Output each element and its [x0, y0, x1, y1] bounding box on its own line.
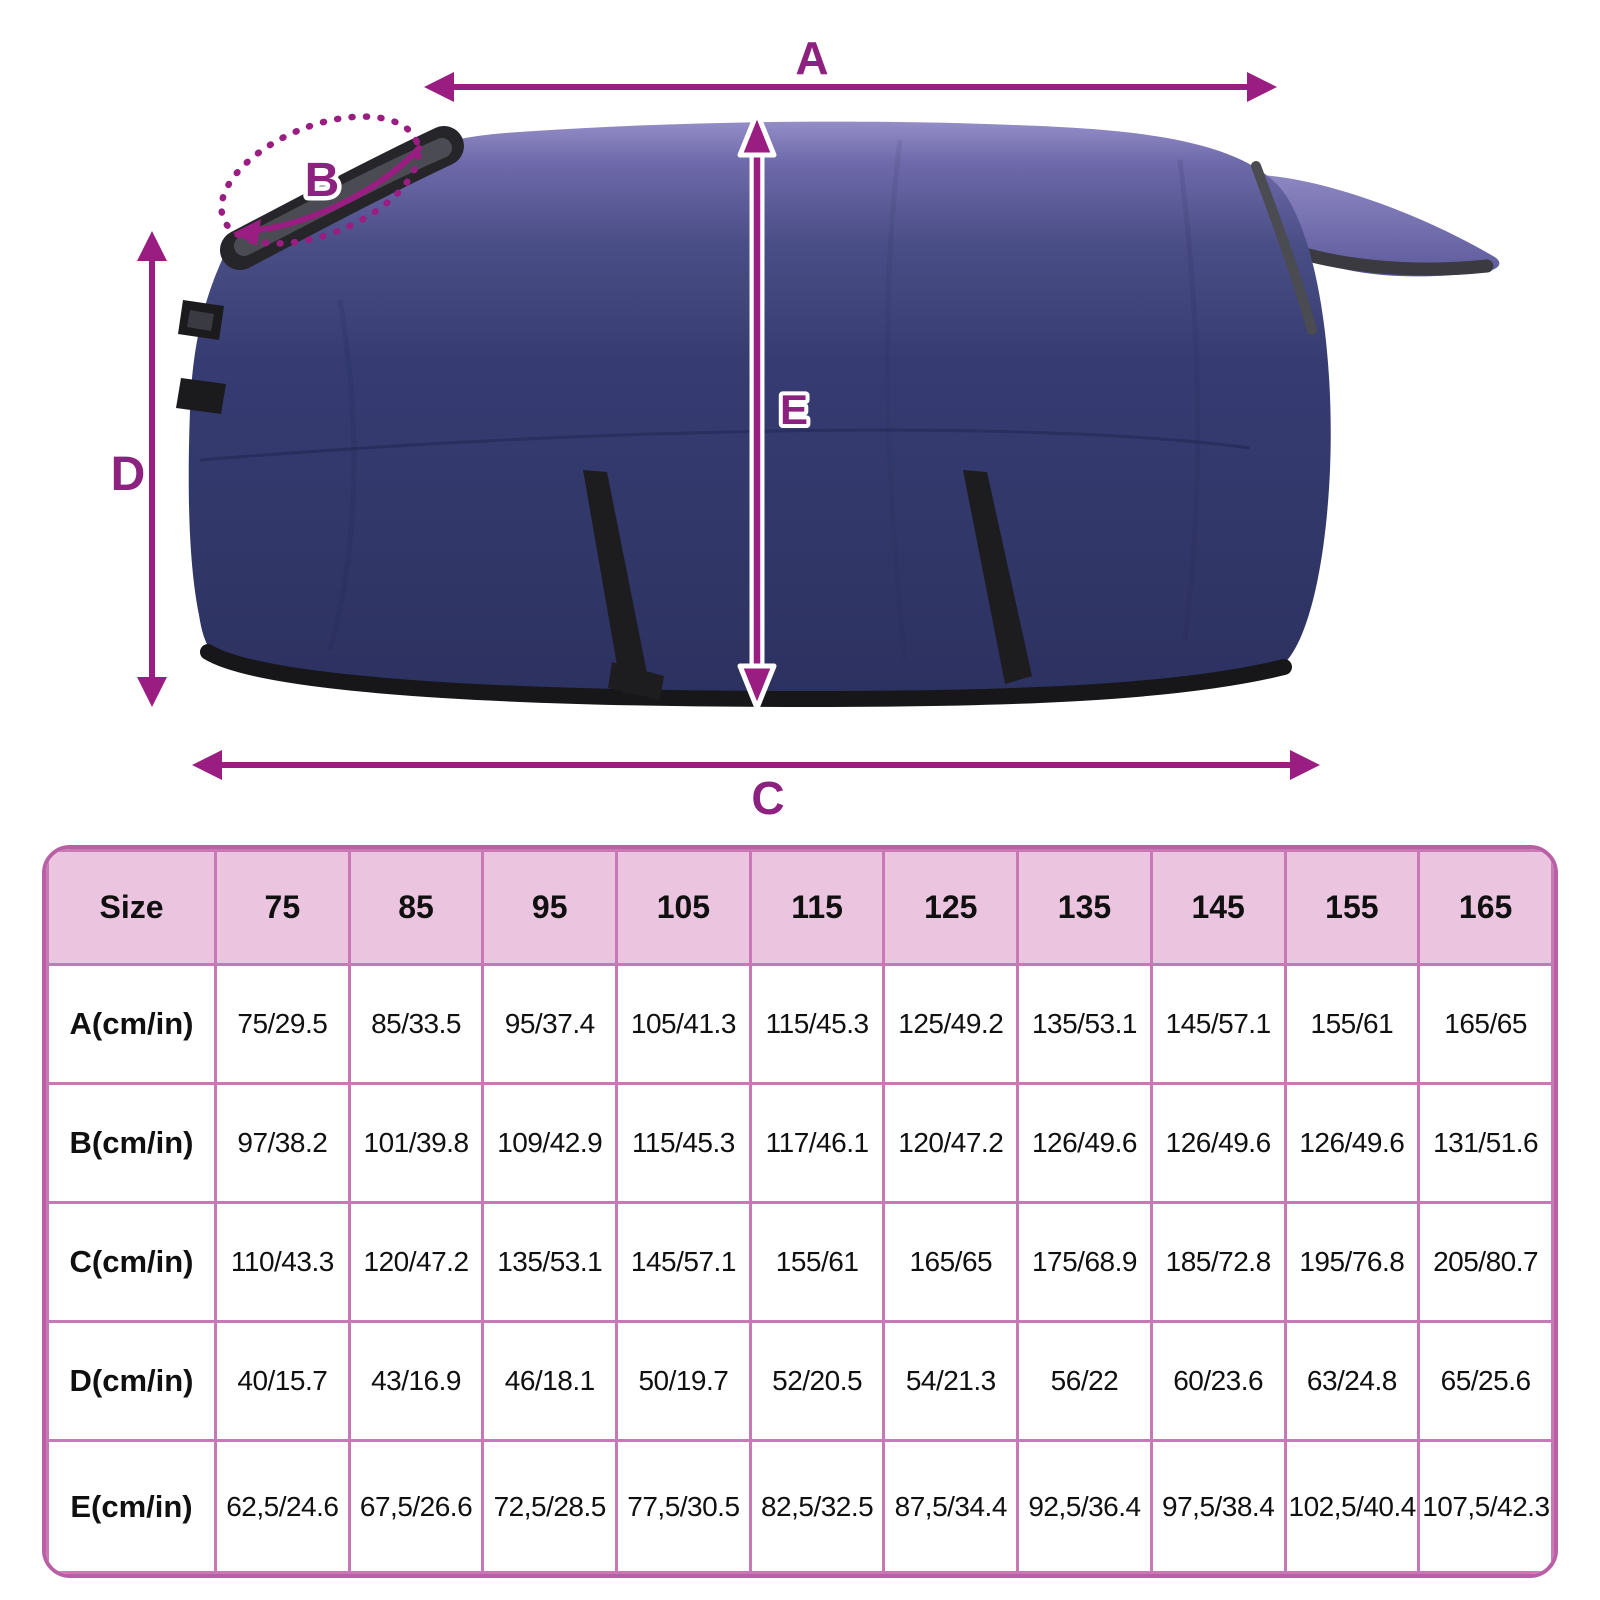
size-col-header: 95	[481, 849, 619, 966]
table-row-d: D(cm/in) 40/15.7 43/16.9 46/18.1 50/19.7…	[46, 1320, 1554, 1442]
table-cell: 135/53.1	[481, 1201, 619, 1323]
table-cell: 54/21.3	[882, 1320, 1020, 1442]
dimension-label-b: B	[305, 154, 340, 207]
row-label: A(cm/in)	[46, 963, 217, 1085]
size-col-header: 155	[1283, 849, 1421, 966]
table-cell: 126/49.6	[1016, 1082, 1153, 1204]
dimension-arrow-b	[233, 144, 424, 246]
dimension-arrow-e	[737, 110, 777, 711]
table-cell: 175/68.9	[1016, 1201, 1153, 1323]
table-cell: 165/65	[1417, 963, 1554, 1085]
bottom-trim	[200, 644, 1292, 708]
table-cell: 60/23.6	[1149, 1320, 1287, 1442]
size-col-header: 135	[1016, 849, 1153, 966]
table-cell: 109/42.9	[481, 1082, 619, 1204]
table-cell: 195/76.8	[1283, 1201, 1421, 1323]
size-table-container: Size 75 85 95 105 115 125 135 145 155 16…	[42, 845, 1558, 1578]
size-col-header: 125	[882, 849, 1020, 966]
table-cell: 72,5/28.5	[481, 1439, 619, 1574]
dimension-label-c: C	[751, 772, 784, 824]
table-cell: 155/61	[748, 1201, 886, 1323]
table-cell: 95/37.4	[481, 963, 619, 1085]
table-cell: 62,5/24.6	[214, 1439, 351, 1574]
table-cell: 120/47.2	[882, 1082, 1020, 1204]
table-cell: 101/39.8	[347, 1082, 485, 1204]
table-cell: 56/22	[1016, 1320, 1153, 1442]
header-row: Size 75 85 95 105 115 125 135 145 155 16…	[46, 849, 1554, 966]
table-cell: 43/16.9	[347, 1320, 485, 1442]
table-cell: 67,5/26.6	[347, 1439, 485, 1574]
table-cell: 105/41.3	[615, 963, 752, 1085]
size-header: Size	[46, 849, 217, 966]
table-cell: 145/57.1	[1149, 963, 1287, 1085]
row-label: E(cm/in)	[46, 1439, 217, 1574]
dimension-label-d: D	[111, 448, 146, 501]
tail-flap	[1262, 175, 1500, 277]
table-cell: 110/43.3	[214, 1201, 351, 1323]
size-col-header: 165	[1417, 849, 1554, 966]
table-cell: 126/49.6	[1149, 1082, 1287, 1204]
belly-straps	[583, 470, 1032, 700]
table-cell: 92,5/36.4	[1016, 1439, 1153, 1574]
size-table: Size 75 85 95 105 115 125 135 145 155 16…	[46, 849, 1554, 1574]
row-label: C(cm/in)	[46, 1201, 217, 1323]
table-cell: 82,5/32.5	[748, 1439, 886, 1574]
table-cell: 165/65	[882, 1201, 1020, 1323]
table-cell: 65/25.6	[1417, 1320, 1554, 1442]
table-cell: 75/29.5	[214, 963, 351, 1085]
table-cell: 63/24.8	[1283, 1320, 1421, 1442]
seam-line	[199, 428, 1251, 462]
dimension-arrow-a	[424, 72, 1277, 102]
table-cell: 205/80.7	[1417, 1201, 1554, 1323]
table-cell: 87,5/34.4	[882, 1439, 1020, 1574]
table-cell: 52/20.5	[748, 1320, 886, 1442]
table-cell: 125/49.2	[882, 963, 1020, 1085]
table-cell: 117/46.1	[748, 1082, 886, 1204]
dimension-arrow-d	[137, 231, 167, 707]
table-cell: 85/33.5	[347, 963, 485, 1085]
dimension-label-e: E	[780, 386, 808, 433]
table-cell: 107,5/42.3	[1417, 1439, 1554, 1574]
size-col-header: 115	[748, 849, 886, 966]
table-cell: 145/57.1	[615, 1201, 752, 1323]
measurement-diagram: A B C D E	[111, 32, 1500, 824]
horse-blanket-illustration: A B C D E	[111, 32, 1500, 824]
table-cell: 126/49.6	[1283, 1082, 1421, 1204]
row-label: B(cm/in)	[46, 1082, 217, 1204]
table-row-b: B(cm/in) 97/38.2 101/39.8 109/42.9 115/4…	[46, 1082, 1554, 1204]
neck-opening-ellipse	[218, 113, 422, 247]
table-cell: 115/45.3	[615, 1082, 752, 1204]
chest-buckles	[176, 300, 226, 414]
dimension-label-a: A	[795, 32, 828, 84]
table-cell: 120/47.2	[347, 1201, 485, 1323]
row-label: D(cm/in)	[46, 1320, 217, 1442]
table-cell: 102,5/40.4	[1283, 1439, 1421, 1574]
shoulder-trim	[1251, 161, 1317, 335]
table-row-a: A(cm/in) 75/29.5 85/33.5 95/37.4 105/41.…	[46, 963, 1554, 1085]
size-col-header: 85	[347, 849, 485, 966]
table-cell: 97/38.2	[214, 1082, 351, 1204]
size-col-header: 105	[615, 849, 752, 966]
table-cell: 50/19.7	[615, 1320, 752, 1442]
table-cell: 115/45.3	[748, 963, 886, 1085]
table-cell: 131/51.6	[1417, 1082, 1554, 1204]
table-cell: 77,5/30.5	[615, 1439, 752, 1574]
dimension-arrow-c	[192, 750, 1320, 780]
size-col-header: 75	[214, 849, 351, 966]
table-cell: 135/53.1	[1016, 963, 1153, 1085]
table-row-c: C(cm/in) 110/43.3 120/47.2 135/53.1 145/…	[46, 1201, 1554, 1323]
table-cell: 40/15.7	[214, 1320, 351, 1442]
table-row-e: E(cm/in) 62,5/24.6 67,5/26.6 72,5/28.5 7…	[46, 1439, 1554, 1574]
table-cell: 185/72.8	[1149, 1201, 1287, 1323]
table-cell: 97,5/38.4	[1149, 1439, 1287, 1574]
size-col-header: 145	[1149, 849, 1287, 966]
table-cell: 46/18.1	[481, 1320, 619, 1442]
table-cell: 155/61	[1283, 963, 1421, 1085]
